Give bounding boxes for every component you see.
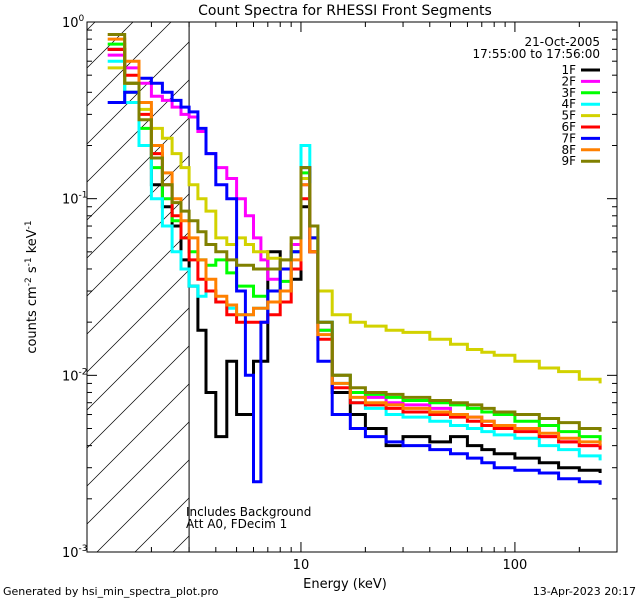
legend-label-5F: 5F (561, 109, 576, 123)
series-lines (107, 33, 602, 485)
series-line-4F (107, 59, 602, 461)
y-axis-label: counts cm-2 s-1 keV-1 (24, 220, 40, 353)
legend-label-2F: 2F (561, 74, 576, 88)
footer-generated-by: Generated by hsi_min_spectra_plot.pro (3, 585, 219, 598)
y-tick-label: 10-3 (62, 544, 88, 561)
hatch-line (87, 22, 172, 107)
x-tick-label: 100 (503, 558, 528, 573)
legend-label-8F: 8F (561, 143, 576, 157)
plot-frame (86, 21, 618, 553)
legend-label-4F: 4F (561, 97, 576, 111)
legend-label-3F: 3F (561, 86, 576, 100)
footer-timestamp: 13-Apr-2023 20:17 (533, 585, 636, 598)
hatch-line (87, 22, 248, 183)
axis-ticks: 10 100 100 10-1 10-2 10-3 (62, 14, 618, 573)
y-tick-label: 100 (62, 14, 85, 31)
series-line-9F (107, 33, 602, 432)
legend-label-1F: 1F (561, 63, 576, 77)
x-axis-label: Energy (keV) (303, 577, 387, 592)
annotation-attenuator: Att A0, FDecim 1 (186, 517, 287, 531)
info-time-range: 17:55:00 to 17:56:00 (473, 47, 600, 61)
chart-title: Count Spectra for RHESSI Front Segments (198, 3, 492, 19)
hatch-line (87, 22, 210, 145)
legend-label-9F: 9F (561, 154, 576, 168)
info-date: 21-Oct-2005 (524, 35, 600, 49)
annotation-background: Includes Background (186, 505, 311, 519)
legend-label-7F: 7F (561, 131, 576, 145)
y-tick-label: 10-1 (62, 191, 88, 208)
legend-label-6F: 6F (561, 120, 576, 134)
y-tick-label: 10-2 (62, 367, 88, 384)
x-tick-label: 10 (293, 558, 310, 573)
